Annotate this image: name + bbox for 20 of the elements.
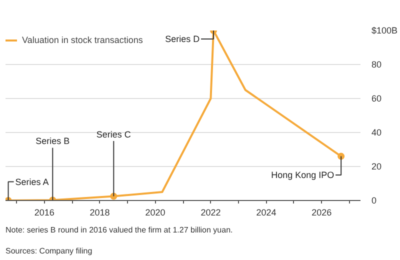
y-tick-label: 60 [372, 94, 382, 104]
text: Note: series B round in 2016 valued the firm at 1.27 billion yuan. [6, 226, 233, 234]
x-tick-label: 2016 [34, 208, 54, 218]
x-tick-label: 2026 [312, 208, 332, 218]
x-tick-label: 2020 [145, 208, 166, 218]
annotation: Series B [36, 136, 70, 146]
y-tick-label: 0 [372, 196, 377, 206]
x-tick-label: 2022 [200, 208, 221, 218]
y-tick-label: 40 [372, 128, 382, 138]
annotation: Series D [165, 34, 200, 44]
y-tick-label: 20 [372, 162, 382, 172]
annotation: Series A [15, 176, 49, 187]
y-tick-label: 80 [372, 60, 382, 70]
annotation: Hong Kong IPO [271, 170, 334, 180]
annotation: Series C [96, 129, 132, 140]
y-tick-label: $100B [372, 26, 398, 36]
source-note: Sources: Company filing [6, 246, 92, 256]
x-tick-label: 2018 [90, 208, 110, 218]
legend-label: Valuation in stock transactions [22, 35, 143, 45]
x-tick-label: 2024 [256, 208, 276, 218]
